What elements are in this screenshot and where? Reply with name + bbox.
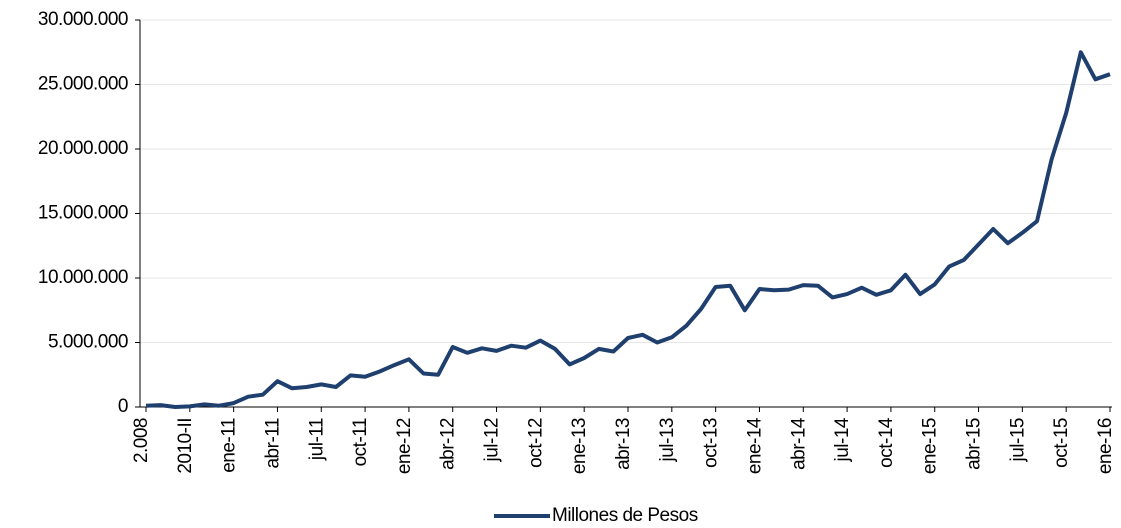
y-tick-label: 25.000.000 [38,74,128,95]
x-tick-label: jul-14 [832,417,853,462]
x-tick-label: jul-15 [1007,418,1028,462]
y-tick-label: 5.000.000 [48,332,128,353]
x-tick-label: jul-13 [657,418,678,462]
x-tick-label: 2.008 [131,418,152,463]
x-tick-label: ene-12 [394,418,415,474]
y-tick-label: 10.000.000 [38,267,128,288]
x-tick-label: ene-14 [744,417,765,474]
x-tick-label: abr-15 [964,418,985,470]
y-tick-label: 0 [118,396,128,417]
y-tick-label: 30.000.000 [38,9,128,30]
x-tick-label: jul-12 [482,418,503,462]
x-tick-label: oct-15 [1051,418,1072,468]
y-tick-label: 15.000.000 [38,203,128,224]
x-tick-label: ene-13 [569,418,590,474]
x-tick-label: jul-11 [306,418,327,461]
x-tick-label: abr-12 [438,418,459,470]
x-tick-label: abr-11 [262,418,283,469]
x-tick-label: oct-13 [701,418,722,468]
x-tick-label: oct-12 [525,418,546,468]
x-tick-label: ene-16 [1095,418,1116,474]
x-tick-label: abr-14 [788,417,809,470]
data-line [145,50,1111,409]
x-tick-label: oct-14 [876,417,897,468]
x-tick-label: oct-11 [350,418,371,466]
y-tick-label: 20.000.000 [38,138,128,159]
x-tick-label: ene-15 [920,418,941,474]
x-tick-label: ene-11 [219,418,240,473]
legend-label: Millones de Pesos [552,505,698,526]
x-tick-label: abr-13 [613,418,634,470]
x-tick-label: 2010-II [175,418,196,474]
